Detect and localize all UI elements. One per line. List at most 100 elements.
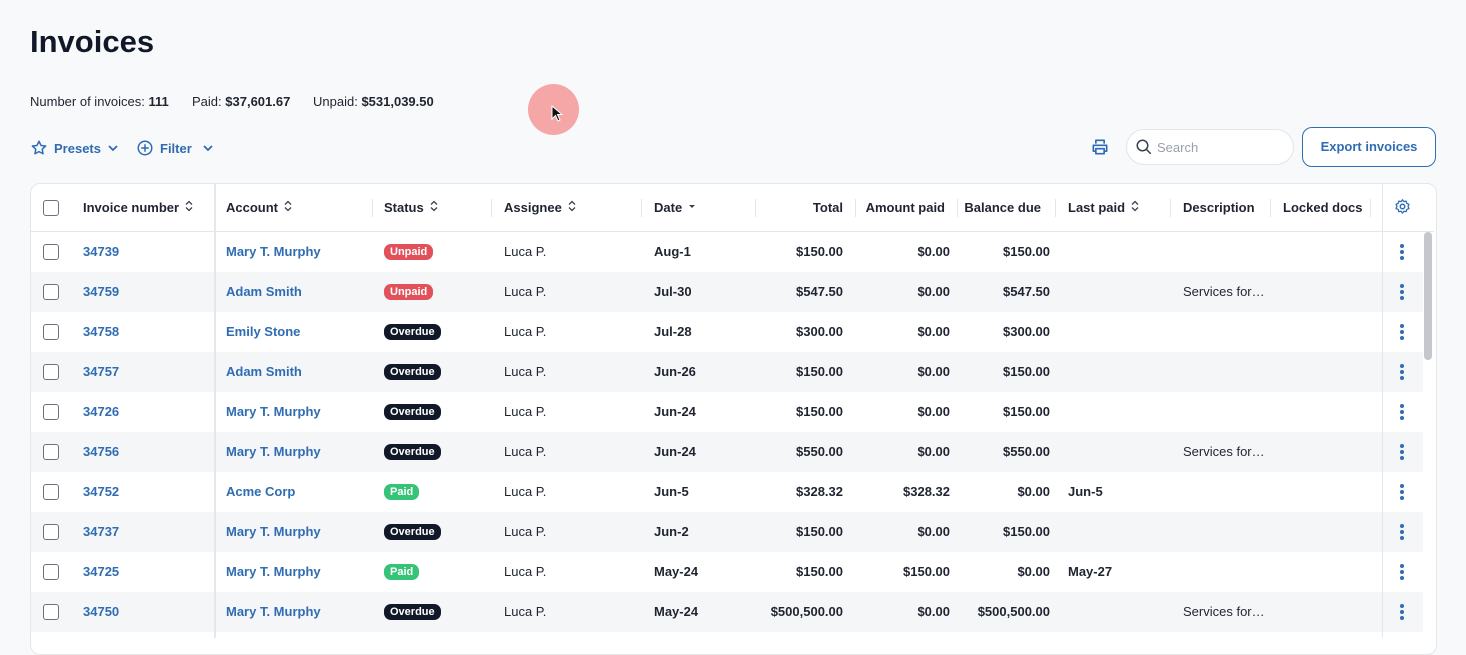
value: $531,039.50 [361,94,434,109]
status-badge: Overdue [384,324,441,340]
sort-icon[interactable] [1131,200,1139,215]
link-cell[interactable]: 34726 [83,404,120,419]
filter-label: Filter [160,140,192,156]
row-checkbox[interactable] [43,484,59,500]
column-header[interactable]: Invoice number [83,200,193,215]
link-cell[interactable]: 34758 [83,324,120,339]
table-cell: $150.00 [1003,364,1050,379]
column-separator [957,199,958,217]
column-separator [855,199,856,217]
column-label: Balance due [964,200,1041,215]
table-cell: Services for… [1183,604,1265,619]
link-cell[interactable]: 34737 [83,524,120,539]
row-checkbox[interactable] [43,604,59,620]
column-label: Invoice number [83,200,180,215]
row-checkbox[interactable] [43,444,59,460]
column-label: Account [226,200,278,215]
column-header[interactable]: Assignee [504,200,576,215]
table-cell: $150.00 [796,244,843,259]
row-checkbox[interactable] [43,284,59,300]
row-background [31,272,1423,312]
row-menu[interactable] [1399,323,1405,344]
table-cell: Jun-5 [1068,484,1103,499]
link-cell[interactable]: Mary T. Murphy [226,564,321,579]
column-header: Total [813,200,843,215]
row-checkbox[interactable] [43,324,59,340]
link-cell[interactable]: Mary T. Murphy [226,604,321,619]
sort-icon[interactable] [284,200,292,215]
table-cell: Services for… [1183,444,1265,459]
row-menu[interactable] [1399,483,1405,504]
row-menu[interactable] [1399,443,1405,464]
label: Unpaid: [313,94,358,109]
column-header[interactable]: Status [384,200,438,215]
link-cell[interactable]: 34752 [83,484,120,499]
row-menu[interactable] [1399,563,1405,584]
column-header[interactable]: Date [654,200,696,215]
status-badge: Overdue [384,404,441,420]
link-cell[interactable]: Adam Smith [226,284,302,299]
link-cell[interactable]: 34757 [83,364,120,379]
table-cell: May-24 [654,604,699,619]
link-cell[interactable]: Mary T. Murphy [226,444,321,459]
status-badge: Overdue [384,524,441,540]
link-cell[interactable]: 34725 [83,564,120,579]
row-checkbox[interactable] [43,564,59,580]
row-menu[interactable] [1399,603,1405,624]
link-cell[interactable]: 34739 [83,244,120,259]
link-cell[interactable]: Acme Corp [226,484,296,499]
row-checkbox[interactable] [43,404,59,420]
column-header: Locked docs [1283,200,1362,215]
cursor [551,105,563,122]
sort-icon[interactable] [688,200,696,215]
column-header[interactable]: Account [226,200,292,215]
row-checkbox[interactable] [43,244,59,260]
page: Invoices Number of invoices: 111 Paid: $… [30,24,1437,655]
print-button[interactable] [1090,137,1110,157]
table-cell: Jun-26 [654,364,696,379]
row-menu[interactable] [1399,363,1405,384]
table-cell: $550.00 [796,444,843,459]
sort-icon[interactable] [568,200,576,215]
table-cell: $150.00 [796,364,843,379]
link-cell[interactable]: Mary T. Murphy [226,244,321,259]
row-menu[interactable] [1399,283,1405,304]
sticky-divider [1382,184,1383,638]
value: $37,601.67 [225,94,291,109]
table-cell: $328.32 [903,484,950,499]
export-button[interactable]: Export invoices [1302,127,1436,167]
status-badge: Overdue [384,604,441,620]
table-cell: $0.00 [917,284,950,299]
row-menu[interactable] [1399,403,1405,424]
column-header[interactable]: Last paid [1068,200,1139,215]
header-divider [31,231,1434,232]
row-checkbox[interactable] [43,364,59,380]
row-background [31,592,1423,632]
link-cell[interactable]: Mary T. Murphy [226,404,321,419]
row-menu[interactable] [1399,523,1405,544]
link-cell[interactable]: Mary T. Murphy [226,524,321,539]
row-menu[interactable] [1399,243,1405,264]
link-cell[interactable]: 34750 [83,604,120,619]
column-separator [1170,199,1171,217]
column-header: Amount paid [866,200,945,215]
presets-button[interactable]: Presets [30,139,119,157]
sort-icon[interactable] [185,200,193,215]
table-cell: $300.00 [796,324,843,339]
link-cell[interactable]: Emily Stone [226,324,301,339]
filter-button[interactable]: Filter [136,139,214,157]
table-cell: Aug-1 [654,244,691,259]
table-cell: $0.00 [1017,484,1050,499]
select-all-checkbox[interactable] [43,200,59,216]
column-settings[interactable] [1394,198,1411,218]
search-placeholder: Search [1157,140,1199,155]
link-cell[interactable]: 34759 [83,284,120,299]
scrollbar-thumb[interactable] [1424,232,1432,360]
sort-icon[interactable] [430,200,438,215]
link-cell[interactable]: 34756 [83,444,120,459]
search-input[interactable]: Search [1126,129,1294,165]
row-checkbox[interactable] [43,524,59,540]
link-cell[interactable]: Adam Smith [226,364,302,379]
table-cell: $150.00 [1003,524,1050,539]
page-title: Invoices [30,24,155,59]
